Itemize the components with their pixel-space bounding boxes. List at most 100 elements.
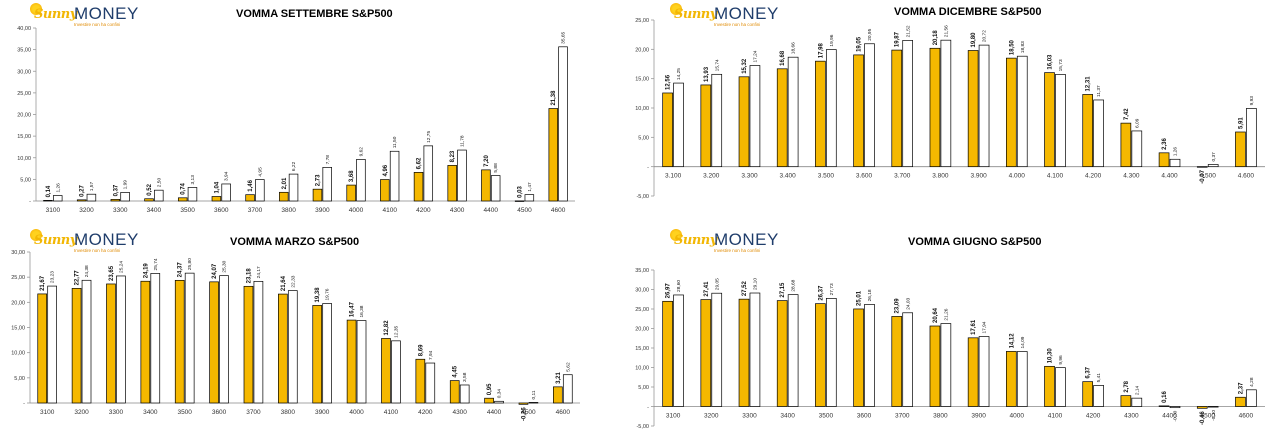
- data-label-primary: 14,12: [1009, 333, 1015, 349]
- x-tick-label: 4200: [416, 207, 431, 214]
- data-label-secondary: 1,57: [89, 182, 95, 192]
- data-label-secondary: 15,73: [1058, 59, 1064, 71]
- data-label-secondary: 3,94: [224, 171, 230, 181]
- bar-secondary: [154, 189, 164, 202]
- bar-secondary: [81, 279, 92, 404]
- bar-secondary: [711, 292, 723, 407]
- x-tick-label: 4500: [521, 409, 536, 416]
- sunny-money-logo: Sunny MONEY Investire non ha confini: [30, 3, 144, 32]
- bar-primary: [484, 397, 494, 404]
- bar-secondary: [457, 149, 467, 202]
- x-tick-label: 3.500: [818, 173, 835, 180]
- bar-secondary: [221, 183, 231, 202]
- bar-secondary: [120, 192, 130, 202]
- bar-secondary: [253, 280, 264, 404]
- y-tick-label: 5,00: [20, 177, 31, 183]
- x-tick-label: 4200: [418, 409, 433, 416]
- data-label-primary: 18,50: [1009, 39, 1015, 55]
- data-label-secondary: 21,56: [943, 25, 949, 37]
- bar-primary: [1006, 351, 1017, 407]
- bar-primary: [177, 197, 188, 202]
- data-label-primary: 19,05: [857, 36, 863, 52]
- data-label-secondary: 25,30: [222, 260, 228, 272]
- data-label-secondary: 35,65: [561, 31, 567, 43]
- bar-primary: [518, 402, 529, 405]
- x-tick-label: 3200: [704, 413, 719, 420]
- bar-secondary: [150, 273, 161, 404]
- data-label-secondary: 21,26: [943, 308, 949, 320]
- data-label-secondary: 0,37: [1211, 152, 1217, 162]
- x-tick-label: 4600: [1239, 413, 1254, 420]
- data-label-primary: 16,68: [780, 50, 786, 66]
- x-tick-label: 3.100: [665, 173, 682, 180]
- bar-primary: [380, 179, 390, 202]
- logo-sunny-text: Sunny: [34, 7, 77, 22]
- x-tick-label: 3700: [248, 207, 263, 214]
- data-label-secondary: 2,14: [1134, 385, 1140, 395]
- data-label-primary: 12,82: [384, 320, 390, 336]
- bar-secondary: [825, 49, 837, 168]
- bar-secondary: [219, 275, 229, 404]
- bar-secondary: [524, 194, 535, 202]
- bar-primary: [211, 196, 222, 202]
- data-label-secondary: 24,03: [905, 297, 911, 309]
- data-label-primary: 2,01: [282, 177, 288, 189]
- bar-secondary: [749, 65, 761, 168]
- sun-icon: [30, 3, 42, 15]
- data-label-secondary: 5,41: [1096, 373, 1102, 383]
- data-label-secondary: 11,50: [392, 136, 398, 148]
- chart-title: VOMMA GIUGNO S&P500: [908, 236, 1042, 248]
- x-tick-label: 4.500: [1200, 173, 1217, 180]
- data-label-secondary: 22,33: [290, 275, 296, 287]
- data-label-secondary: 18,66: [791, 42, 797, 54]
- bar-secondary: [940, 39, 952, 168]
- data-label-primary: 21,67: [40, 275, 46, 291]
- bar-secondary: [825, 298, 837, 407]
- bar-secondary: [187, 187, 198, 202]
- x-tick-label: 4300: [450, 207, 465, 214]
- x-tick-label: 3.900: [970, 173, 987, 180]
- data-label-secondary: 23,23: [50, 271, 56, 283]
- x-tick-label: 4.000: [1009, 173, 1026, 180]
- logo-money-text: MONEY: [74, 230, 139, 249]
- bar-secondary: [1131, 130, 1143, 168]
- logo-sunny-text: Sunny: [674, 7, 717, 22]
- data-label-primary: 1,46: [248, 179, 254, 191]
- bar-primary: [815, 60, 826, 168]
- x-tick-label: 3800: [933, 413, 948, 420]
- data-label-primary: 4,45: [453, 365, 459, 377]
- data-label-secondary: 3,13: [190, 175, 196, 185]
- bar-primary: [312, 188, 323, 202]
- y-tick-label: -: [23, 401, 25, 407]
- bar-secondary: [1016, 55, 1028, 168]
- bar-secondary: [356, 320, 367, 404]
- sun-icon: [670, 229, 682, 241]
- logo-money-text: MONEY: [714, 4, 779, 23]
- bar-secondary: [1246, 108, 1257, 168]
- data-label-primary: 23,18: [246, 268, 252, 284]
- y-tick-label: 20,00: [635, 47, 649, 53]
- bar-primary: [1120, 122, 1132, 168]
- data-label-secondary: 24,17: [256, 266, 262, 278]
- data-label-primary: 15,32: [742, 58, 748, 74]
- data-label-primary: 13,93: [704, 66, 710, 82]
- bar-secondary: [255, 179, 265, 202]
- bar-primary: [1044, 72, 1055, 168]
- y-tick-label: 25,00: [17, 91, 31, 97]
- bar-secondary: [423, 145, 434, 202]
- data-label-primary: 27,15: [780, 282, 786, 298]
- data-label-primary: 8,23: [450, 150, 456, 162]
- x-tick-label: 3400: [147, 207, 162, 214]
- data-label-secondary: 0,34: [497, 389, 503, 399]
- sun-icon: [30, 229, 42, 241]
- x-tick-label: 3700: [246, 409, 261, 416]
- chart-svg: -5,00-5,0010,0015,0020,0025,0030,0035,00…: [635, 268, 1265, 430]
- bar-primary: [553, 386, 563, 404]
- data-label-secondary: 9,62: [358, 147, 364, 157]
- data-label-primary: 27,41: [704, 281, 710, 297]
- data-label-primary: 2,78: [1124, 380, 1130, 392]
- bar-secondary: [391, 340, 401, 404]
- bar-primary: [1196, 406, 1208, 409]
- x-tick-label: 3100: [40, 409, 55, 416]
